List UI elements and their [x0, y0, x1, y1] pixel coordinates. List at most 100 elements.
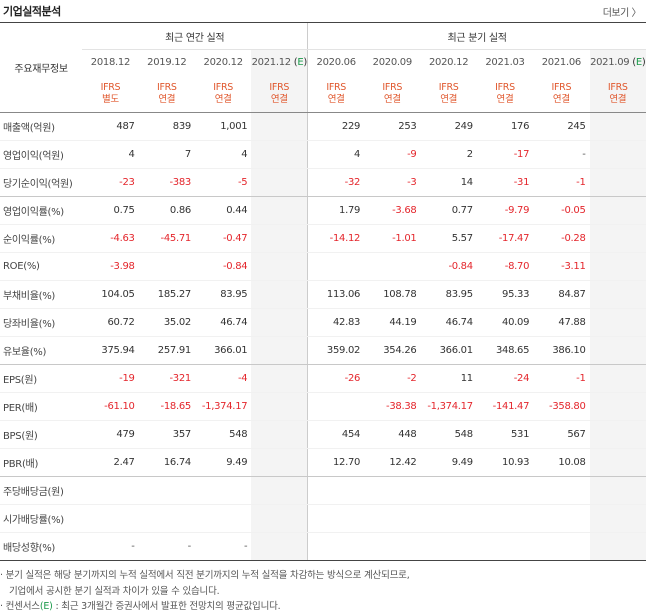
- table-cell: [307, 476, 365, 505]
- table-row: 당좌비율(%) 60.72 35.02 46.74 42.83 44.19 46.74 40.…: [0, 308, 646, 337]
- table-cell: 454: [307, 420, 365, 449]
- table-cell: -23: [82, 168, 139, 197]
- table-cell: -26: [307, 364, 365, 393]
- accounting-basis: IFRS 연결: [420, 75, 477, 113]
- table-row: PER(배) -61.10 -18.65 -1,374.17 -38.38 -1,374.…: [0, 392, 646, 421]
- table-cell: [251, 476, 308, 505]
- table-cell: 10.08: [533, 448, 590, 477]
- table-cell: 176: [476, 112, 534, 141]
- accounting-basis: IFRS 별도: [82, 75, 139, 113]
- table-cell: 487: [82, 112, 139, 141]
- period-date-text: 2021.03: [485, 57, 525, 68]
- table-cell: 245: [533, 112, 590, 141]
- table-cell: [589, 364, 646, 393]
- more-link[interactable]: 더보기 〉: [602, 8, 642, 19]
- table-cell: -9.79: [476, 196, 534, 225]
- period-date: 2021.03: [477, 50, 533, 76]
- table-cell: [476, 504, 534, 533]
- table-cell: [589, 196, 646, 225]
- table-row: 유보율(%) 375.94 257.91 366.01 359.02 354.26 366.…: [0, 336, 646, 365]
- table-cell: [364, 504, 421, 533]
- table-cell: -141.47: [476, 392, 534, 421]
- table-cell: -358.80: [533, 392, 590, 421]
- table-row: 부채비율(%) 104.05 185.27 83.95 113.06 108.78 83.9…: [0, 280, 646, 309]
- table-cell: [251, 140, 308, 169]
- period-date-text: 2019.12: [147, 57, 187, 68]
- estimate-mark: (E): [293, 57, 308, 68]
- table-cell: -321: [138, 364, 195, 393]
- table-cell: -1: [533, 168, 590, 197]
- period-date: 2021.09 (E): [589, 49, 646, 75]
- table-cell: -: [138, 532, 195, 561]
- table-cell: -31: [476, 168, 534, 197]
- table-cell: -38.38: [364, 392, 421, 421]
- table-cell: [589, 448, 646, 477]
- table-cell: 479: [82, 420, 139, 449]
- table-cell: [251, 504, 308, 533]
- accounting-basis: IFRS 연결: [307, 75, 365, 113]
- period-date: 2020.06: [307, 49, 365, 75]
- table-cell: [194, 504, 252, 533]
- table-cell: -3.98: [82, 252, 139, 281]
- table-cell: -17: [476, 140, 534, 169]
- period-date-text: 2018.12: [90, 57, 131, 68]
- financial-table: 주요재무정보 최근 연간 실적 최근 분기 실적 2018.12 2019.12 2…: [0, 22, 646, 561]
- estimate-mark: (E): [39, 601, 53, 612]
- table-cell: 2: [420, 140, 477, 169]
- table-cell: [138, 504, 195, 533]
- table-cell: 4: [307, 140, 365, 169]
- table-cell: 0.44: [194, 196, 252, 225]
- table-cell: -2: [364, 364, 421, 393]
- table-cell: [589, 420, 646, 449]
- table-cell: 83.95: [194, 280, 252, 309]
- table-cell: 12.42: [364, 448, 421, 477]
- table-cell: [251, 392, 308, 421]
- table-cell: 253: [364, 112, 421, 141]
- period-date: 2019.12: [139, 50, 195, 76]
- table-cell: 348.65: [476, 336, 534, 365]
- table-cell: [251, 252, 308, 281]
- table-cell: [589, 112, 646, 141]
- table-cell: [589, 168, 646, 197]
- row-label: PBR(배): [0, 448, 83, 477]
- table-cell: -3: [364, 168, 421, 197]
- table-cell: -0.47: [194, 224, 252, 253]
- table-cell: [589, 392, 646, 421]
- table-cell: 354.26: [364, 336, 421, 365]
- table-cell: [251, 364, 308, 393]
- table-cell: [251, 336, 308, 365]
- table-cell: [589, 308, 646, 337]
- row-label: 부채비율(%): [0, 280, 83, 309]
- row-label: 당기순이익(억원): [0, 168, 83, 197]
- accounting-basis: IFRS 연결: [589, 75, 646, 113]
- table-cell: 40.09: [476, 308, 534, 337]
- section-title: 기업실적분석: [3, 5, 61, 18]
- table-cell: -3.68: [364, 196, 421, 225]
- table-cell: [589, 476, 646, 505]
- table-cell: 9.49: [420, 448, 477, 477]
- table-cell: [251, 420, 308, 449]
- period-date-text: 2020.12: [429, 57, 469, 68]
- table-cell: 7: [138, 140, 195, 169]
- table-cell: 4: [194, 140, 252, 169]
- table-cell: [82, 476, 139, 505]
- table-cell: 4: [82, 140, 139, 169]
- row-label: 주당배당금(원): [0, 476, 83, 505]
- table-row: 당기순이익(억원) -23 -383 -5 -32 -3 14 -31 -1: [0, 168, 646, 197]
- table-cell: 0.77: [420, 196, 477, 225]
- table-cell: -1.01: [364, 224, 421, 253]
- table-cell: [589, 252, 646, 281]
- table-cell: [364, 252, 421, 281]
- table-cell: 249: [420, 112, 477, 141]
- row-label: BPS(원): [0, 420, 83, 449]
- table-cell: [307, 504, 365, 533]
- table-cell: [476, 476, 534, 505]
- table-row: EPS(원) -19 -321 -4 -26 -2 11 -24 -1: [0, 364, 646, 393]
- table-cell: [589, 140, 646, 169]
- table-cell: 0.75: [82, 196, 139, 225]
- table-cell: 83.95: [420, 280, 477, 309]
- table-cell: 366.01: [420, 336, 477, 365]
- table-row: PBR(배) 2.47 16.74 9.49 12.70 12.42 9.49 10.93 10…: [0, 448, 646, 477]
- table-cell: 12.70: [307, 448, 365, 477]
- table-cell: 14: [420, 168, 477, 197]
